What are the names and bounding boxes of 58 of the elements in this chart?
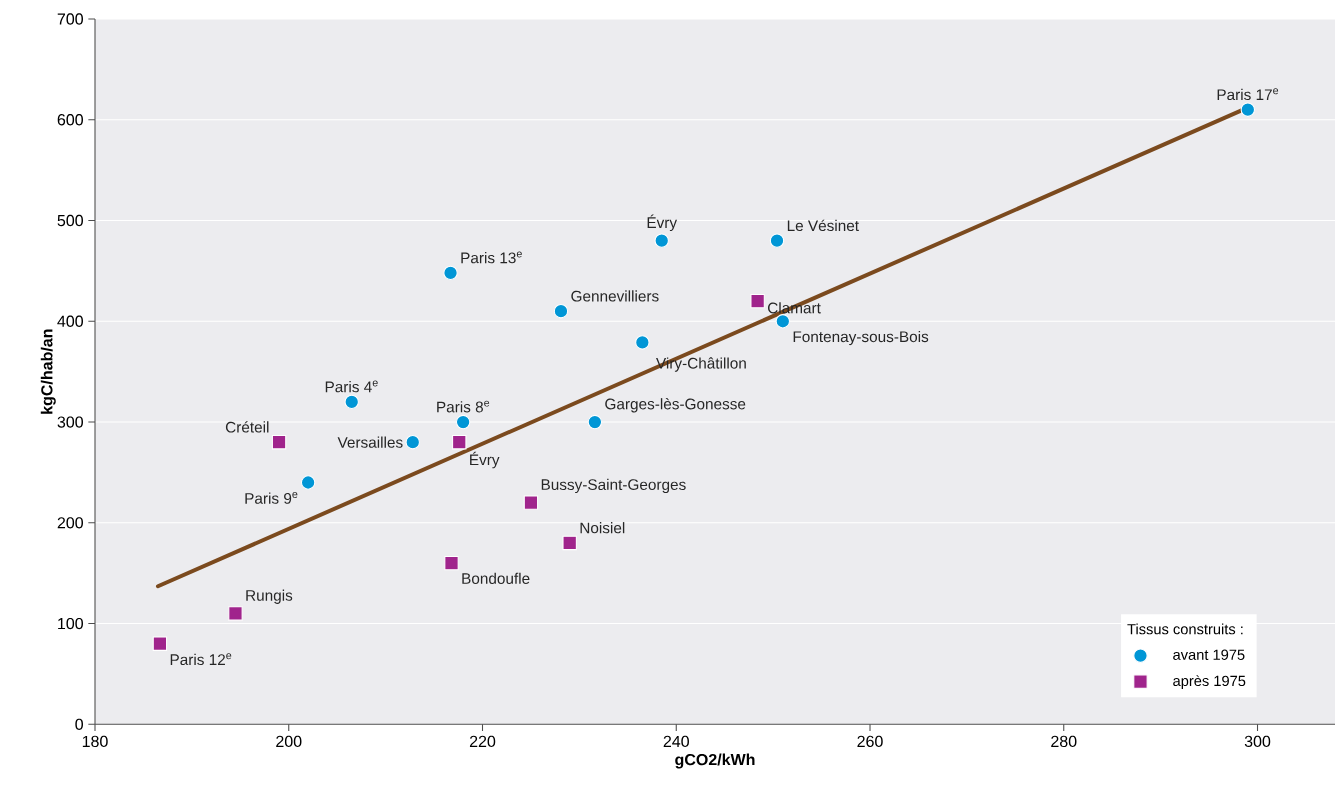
point bbox=[587, 414, 603, 430]
point bbox=[300, 475, 316, 490]
annotation: Créteil bbox=[225, 421, 269, 433]
x-tick-label: 200 bbox=[276, 735, 302, 747]
point bbox=[271, 434, 287, 450]
point bbox=[553, 303, 569, 319]
annotation: Bussy-Saint-Georges bbox=[541, 478, 686, 493]
point bbox=[654, 233, 669, 248]
y-tick-label: 200 bbox=[57, 516, 83, 529]
y-tick-label: 0 bbox=[75, 718, 83, 730]
y-tick-label: 300 bbox=[57, 416, 83, 428]
annotation: Noisiel bbox=[580, 521, 625, 534]
x-tick-label: 240 bbox=[663, 735, 689, 747]
annotation: Le Vésinet bbox=[787, 219, 859, 231]
legend-label: après 1975 bbox=[1173, 674, 1246, 689]
x-tick-label: 220 bbox=[469, 735, 496, 747]
y-tick-label: 600 bbox=[57, 113, 83, 126]
x-tick-label: 300 bbox=[1244, 735, 1271, 747]
annotation: Gennevilliers bbox=[571, 290, 659, 302]
point bbox=[405, 434, 420, 450]
y-tick-label: 700 bbox=[57, 13, 83, 25]
annotation: Versailles bbox=[337, 436, 403, 448]
point bbox=[750, 293, 765, 309]
annotation: Paris 17$^{e}$ bbox=[1217, 88, 1279, 100]
x-tick-label: 260 bbox=[857, 735, 883, 747]
point bbox=[769, 233, 785, 248]
annotation: Paris 8$^{e}$ bbox=[437, 400, 490, 413]
x-tick-label: 280 bbox=[1051, 735, 1077, 747]
y-tick-label: 400 bbox=[57, 315, 83, 327]
x-axis-title: gCO2/kWh bbox=[675, 753, 755, 769]
annotation: Paris 12$^{e}$ bbox=[170, 653, 232, 665]
annotation: Rungis bbox=[246, 589, 293, 604]
y-axis-title: kgC/hab/an bbox=[40, 329, 56, 414]
point bbox=[444, 555, 459, 571]
point bbox=[562, 535, 577, 550]
annotation: Évry bbox=[647, 214, 678, 231]
point bbox=[1240, 102, 1256, 117]
point bbox=[228, 606, 243, 621]
point bbox=[635, 335, 650, 350]
point bbox=[443, 265, 458, 280]
point bbox=[452, 434, 467, 450]
point bbox=[523, 495, 539, 510]
legend-label: avant 1975 bbox=[1173, 649, 1245, 660]
legend-title: Tissus construits : bbox=[1127, 623, 1243, 635]
point bbox=[775, 313, 791, 329]
point bbox=[455, 414, 471, 430]
y-tick-label: 500 bbox=[57, 214, 83, 227]
annotation: Paris 4$^{e}$ bbox=[325, 380, 378, 393]
annotation: Bondoufle bbox=[462, 572, 530, 584]
annotation: Évry bbox=[470, 451, 500, 469]
point bbox=[344, 394, 359, 409]
y-tick-label: 100 bbox=[58, 617, 83, 630]
annotation: Fontenay-sous-Bois bbox=[793, 330, 929, 346]
annotation: Garges-lès-Gonesse bbox=[605, 397, 746, 413]
annotation: Paris 13$^{e}$ bbox=[461, 251, 522, 264]
annotation: Paris 9$^{e}$ bbox=[245, 491, 298, 504]
point bbox=[152, 636, 168, 651]
x-tick-label: 180 bbox=[82, 735, 108, 747]
